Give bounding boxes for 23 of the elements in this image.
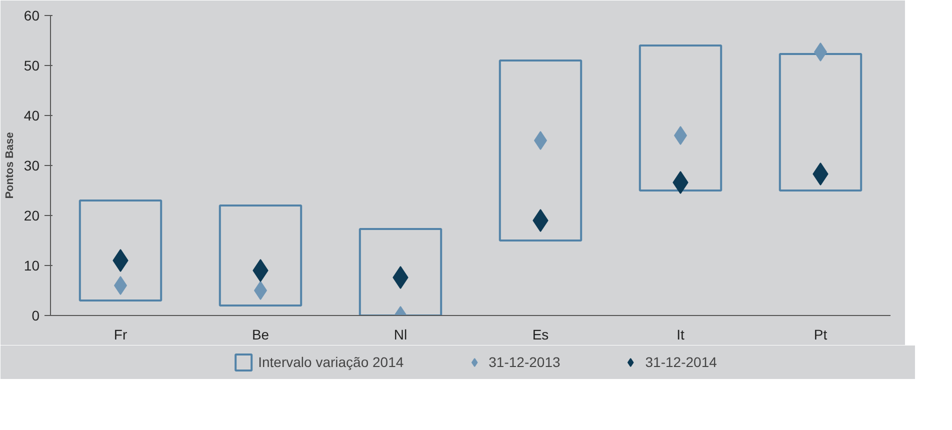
legend-label: 31-12-2014 (645, 354, 717, 370)
x-tick-label: Pt (814, 326, 828, 342)
y-tick-label: 30 (24, 158, 40, 174)
y-tick-label: 60 (24, 8, 40, 24)
legend-label: Intervalo variação 2014 (258, 354, 404, 370)
x-tick-label: It (676, 326, 684, 342)
x-tick-label: Fr (114, 326, 128, 342)
x-tick-label: Nl (394, 326, 408, 342)
bar (778, 53, 862, 192)
bar (638, 44, 722, 192)
y-axis-title: Pontos Base (4, 132, 16, 199)
y-tick-label: 20 (24, 208, 40, 224)
y-tick-label: 10 (24, 258, 40, 274)
x-tick-label: Be (252, 326, 270, 342)
bar (358, 228, 442, 316)
bar (218, 204, 302, 306)
x-tick-label: Es (532, 326, 549, 342)
y-tick-label: 0 (32, 308, 40, 324)
y-tick-label: 40 (24, 108, 40, 124)
bar (498, 60, 582, 242)
legend-label: 31-12-2013 (488, 354, 560, 370)
bar (78, 200, 162, 302)
y-tick-label: 50 (24, 58, 40, 74)
